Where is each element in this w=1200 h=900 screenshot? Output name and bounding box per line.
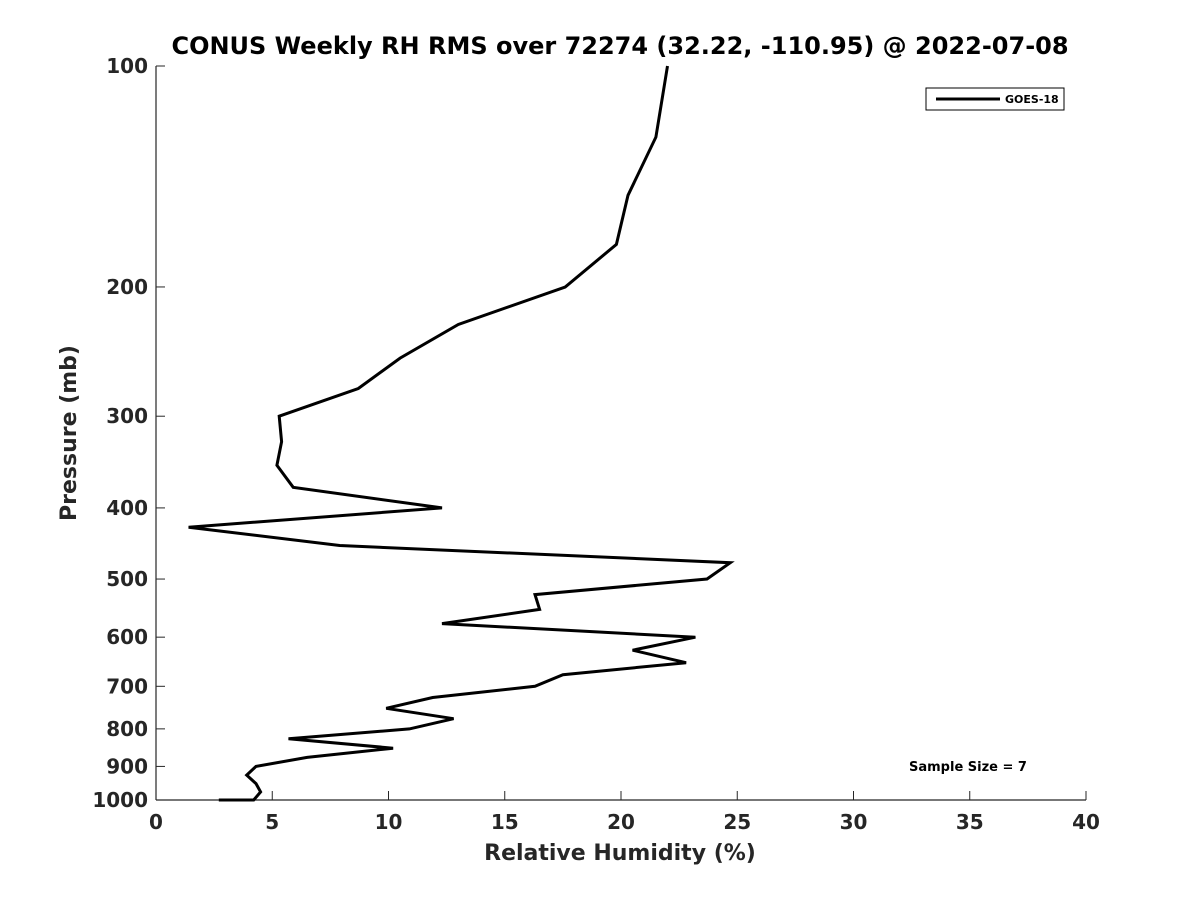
x-tick-label: 35: [956, 810, 984, 834]
legend: GOES-18: [925, 87, 1065, 111]
series-line-goes-18: [188, 65, 735, 802]
y-tick-label: 1000: [92, 788, 148, 812]
x-tick-label: 25: [723, 810, 751, 834]
y-tick-label: 500: [106, 567, 148, 591]
y-tick-label: 100: [106, 54, 148, 78]
y-tick-label: 400: [106, 496, 148, 520]
x-tick-label: 40: [1072, 810, 1100, 834]
y-axis-label: Pressure (mb): [57, 345, 82, 521]
y-tick-label: 200: [106, 275, 148, 299]
plot-area: [155, 66, 1086, 801]
sample-size-annotation: Sample Size = 7: [909, 760, 1027, 775]
chart-title: CONUS Weekly RH RMS over 72274 (32.22, -…: [171, 32, 1068, 60]
series-layer: [188, 65, 735, 802]
y-tick-label: 900: [106, 754, 148, 778]
x-axis-label: Relative Humidity (%): [484, 841, 756, 866]
y-tick-label: 300: [106, 404, 148, 428]
x-tick-label: 0: [149, 810, 163, 834]
x-tick-label: 30: [840, 810, 868, 834]
y-tick-label: 600: [106, 625, 148, 649]
x-tick-label: 10: [375, 810, 403, 834]
x-tick-label: 20: [607, 810, 635, 834]
x-tick-label: 5: [265, 810, 279, 834]
y-tick-label: 700: [106, 674, 148, 698]
y-tick-label: 800: [106, 717, 148, 741]
x-axis-ticks: 0 5 10 15 20 25 30 35 40: [149, 791, 1100, 834]
x-tick-label: 15: [491, 810, 519, 834]
legend-label-goes-18: GOES-18: [1005, 93, 1059, 106]
y-axis-ticks: 100 200 300 400 500 600 700 800 900 1000: [92, 54, 165, 812]
